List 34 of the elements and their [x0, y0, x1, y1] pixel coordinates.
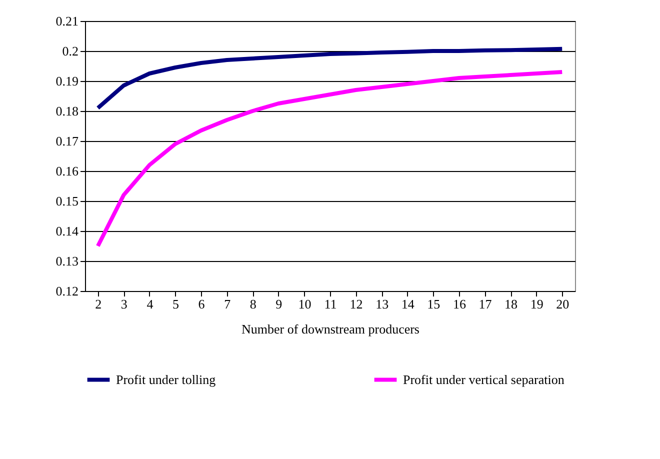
x-tick-label: 15 [427, 296, 440, 312]
legend-label: Profit under tolling [116, 372, 216, 387]
y-tick-label: 0.2 [62, 44, 78, 58]
y-tick-label: 0.12 [56, 284, 78, 298]
x-tick-label: 6 [198, 296, 206, 312]
x-axis-title: Number of downstream producers [242, 322, 420, 336]
x-tick-label: 3 [120, 296, 128, 312]
x-tick-label: 18 [504, 296, 518, 312]
x-tick-label: 19 [530, 296, 544, 312]
x-tick-label: 13 [376, 296, 389, 312]
x-tick-label: 12 [350, 296, 363, 312]
x-tick-label: 9 [276, 296, 282, 312]
x-tick-label: 5 [172, 296, 180, 312]
legend-label: Profit under vertical separation [403, 372, 565, 387]
x-tick-label: 10 [298, 296, 312, 312]
x-tick-label: 2 [95, 296, 102, 312]
y-tick-label: 0.15 [56, 194, 78, 208]
x-tick-label: 7 [224, 296, 232, 312]
y-tick-label: 0.14 [56, 224, 79, 238]
y-tick-label: 0.16 [56, 164, 79, 178]
line-series [96, 46, 564, 110]
x-tick-label: 16 [452, 296, 466, 312]
x-tick-label: 14 [401, 296, 415, 312]
y-tick-label: 0.13 [56, 254, 78, 268]
x-tick-label: 8 [250, 296, 256, 312]
y-tick-label: 0.21 [56, 14, 78, 28]
line-series [96, 70, 564, 248]
y-tick-label: 0.19 [56, 74, 78, 88]
y-tick-label: 0.17 [56, 134, 79, 148]
x-tick-label: 11 [324, 296, 337, 312]
x-tick-label: 20 [556, 296, 570, 312]
x-tick-label: 4 [146, 296, 154, 312]
y-tick-label: 0.18 [56, 104, 78, 118]
x-tick-label: 17 [478, 296, 492, 312]
